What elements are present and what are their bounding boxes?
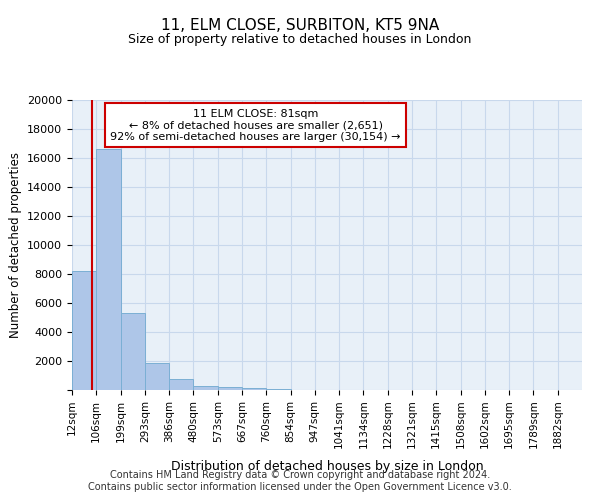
Bar (145, 363, 169, 390)
Text: 11, ELM CLOSE, SURBITON, KT5 9NA: 11, ELM CLOSE, SURBITON, KT5 9NA (161, 18, 439, 32)
Text: Contains public sector information licensed under the Open Government Licence v3: Contains public sector information licen… (88, 482, 512, 492)
Bar (218, 387, 242, 390)
Bar (121, 313, 145, 390)
Bar (169, 378, 193, 390)
X-axis label: Distribution of detached houses by size in London: Distribution of detached houses by size … (170, 460, 484, 472)
Bar (96, 150, 121, 390)
Text: 11 ELM CLOSE: 81sqm
← 8% of detached houses are smaller (2,651)
92% of semi-deta: 11 ELM CLOSE: 81sqm ← 8% of detached hou… (110, 108, 401, 142)
Bar (193, 386, 218, 390)
Text: Size of property relative to detached houses in London: Size of property relative to detached ho… (128, 32, 472, 46)
Y-axis label: Number of detached properties: Number of detached properties (8, 152, 22, 338)
Text: Contains HM Land Registry data © Crown copyright and database right 2024.: Contains HM Land Registry data © Crown c… (110, 470, 490, 480)
Bar (242, 388, 266, 390)
Bar (72, 271, 96, 390)
